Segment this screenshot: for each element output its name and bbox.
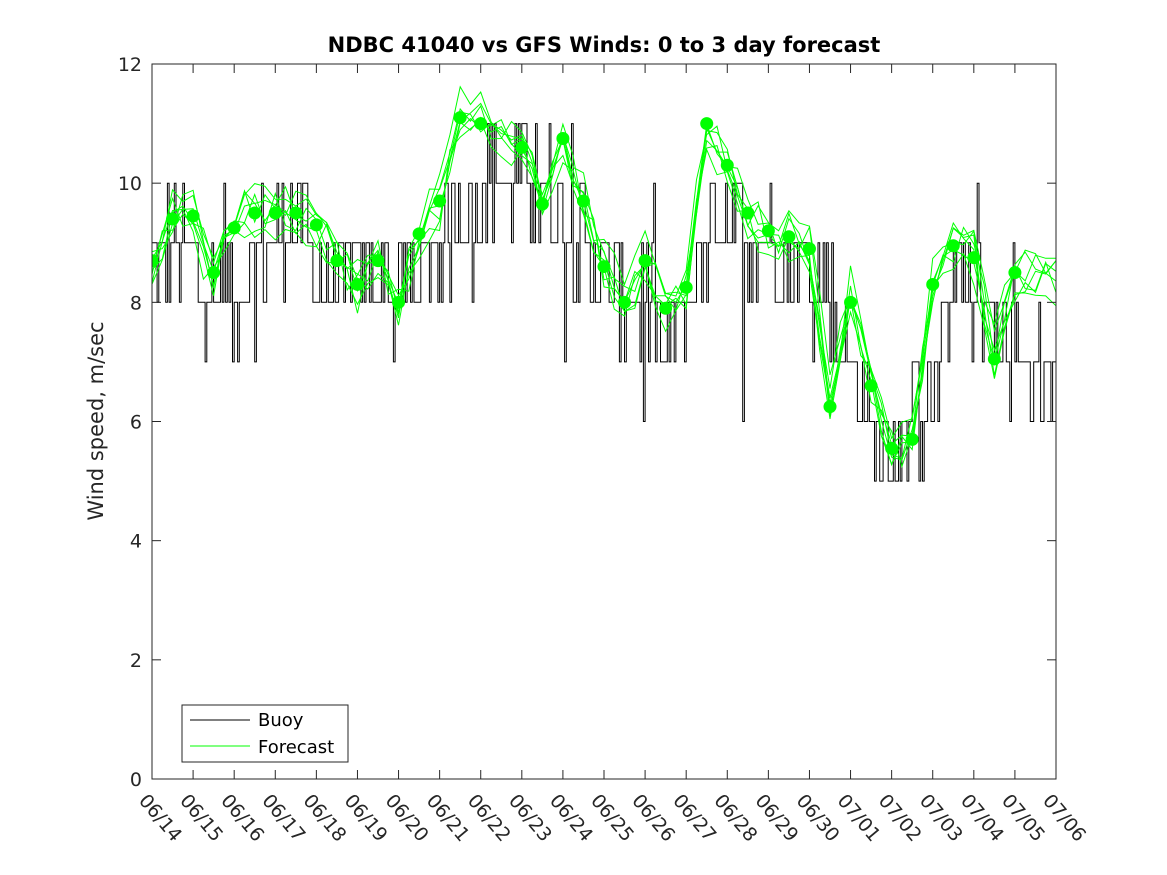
forecast-marker [679,280,693,294]
y-tick-label: 12 [118,54,142,76]
forecast-marker [227,221,241,235]
forecast-marker [289,206,303,220]
y-tick-label: 0 [130,769,142,791]
forecast-marker [802,242,816,256]
forecast-line [152,102,1056,469]
forecast-marker [474,117,488,131]
forecast-marker [207,266,221,280]
forecast-line [152,85,1056,440]
forecast-marker [597,260,611,274]
forecast-marker [761,224,775,238]
forecast-marker [535,197,549,211]
forecast-marker [864,379,878,393]
plot-frame [151,63,1057,780]
forecast-marker [576,194,590,208]
y-axis-label: Wind speed, m/sec [84,321,108,520]
forecast-marker [987,352,1001,366]
forecast-marker [885,441,899,455]
forecast-marker [926,277,940,291]
forecast-marker [515,140,529,154]
forecast-marker [248,206,262,220]
legend: Buoy Forecast [181,704,349,763]
forecast-marker [782,230,796,244]
forecast-marker [823,400,837,414]
forecast-marker [741,206,755,220]
y-tick-label: 6 [130,412,142,434]
y-tick-label: 10 [118,173,142,195]
forecast-marker [720,158,734,172]
forecast-marker [166,212,180,226]
legend-label-forecast: Forecast [258,737,334,758]
y-tick-label: 2 [130,650,142,672]
forecast-marker [844,295,858,309]
buoy-line [152,123,1056,482]
forecast-marker [330,254,344,268]
forecast-marker [350,277,364,291]
legend-box [181,704,349,763]
forecast-marker [700,117,714,131]
forecast-marker [556,131,570,145]
forecast-line [152,117,1056,446]
forecast-marker [967,251,981,265]
forecast-marker [152,254,159,268]
forecast-marker [309,218,323,232]
forecast-marker [268,206,282,220]
forecast-marker [412,227,426,241]
forecast-marker [638,254,652,268]
y-tick-label: 8 [130,292,142,314]
forecast-marker [946,239,960,253]
forecast-marker [453,111,467,125]
y-tick-label: 4 [130,531,142,553]
forecast-marker [433,194,447,208]
forecast-marker [371,254,385,268]
legend-label-buoy: Buoy [258,710,304,731]
forecast-marker [659,301,673,315]
chart-title: NDBC 41040 vs GFS Winds: 0 to 3 day fore… [328,33,881,57]
forecast-line [152,104,1056,466]
plot-area [152,85,1056,482]
forecast-marker [905,432,919,446]
forecast-marker [392,295,406,309]
forecast-marker [618,295,632,309]
forecast-marker [186,209,200,223]
forecast-marker [1008,266,1022,280]
